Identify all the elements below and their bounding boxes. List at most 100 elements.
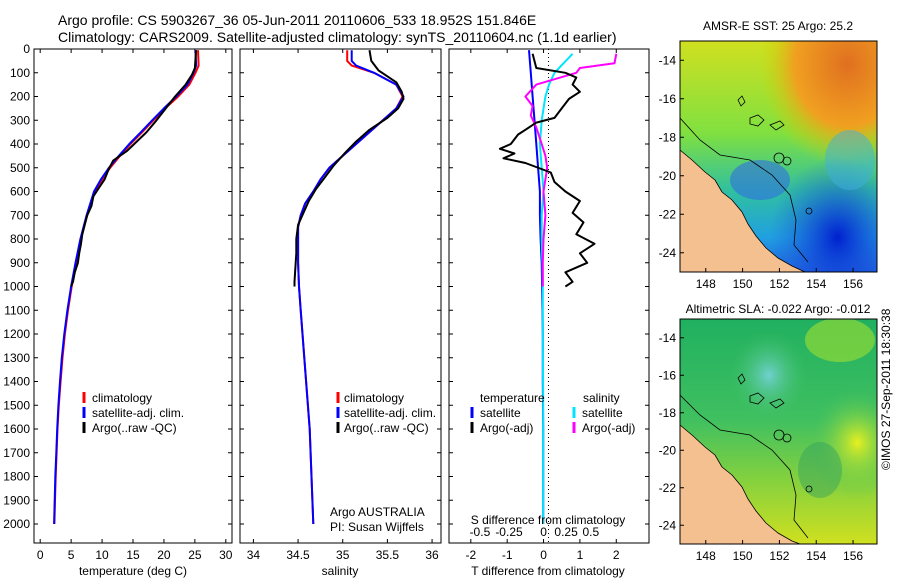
salinity-plot-frame — [239, 48, 442, 544]
map-y-tick-label: -22 — [659, 481, 677, 495]
x-tick-label: 1 — [577, 548, 584, 562]
difference-plot-frame — [448, 48, 650, 544]
sst-map-title: AMSR-E SST: 25 Argo: 25.2 — [703, 19, 853, 33]
map-x-tick-label: 152 — [769, 277, 789, 291]
difference-legend: temperature salinity satellite Argo(-adj… — [470, 391, 635, 527]
temperature-legend: climatology satellite-adj. clim. Argo(..… — [82, 391, 184, 435]
s-tick-label: 0 — [540, 525, 547, 539]
sla-map-frame — [679, 318, 878, 545]
x-tick-label: 34 — [247, 548, 261, 562]
s-tick-label: -0.5 — [470, 525, 491, 539]
map-y-tick-label: -16 — [659, 92, 677, 106]
salinity-legend: climatology satellite-adj. clim. Argo(..… — [330, 391, 436, 534]
series-line-argo — [70, 50, 198, 287]
y-tick-label: 600 — [10, 185, 30, 199]
x-tick-label: 36 — [425, 548, 439, 562]
y-tick-label: 1800 — [3, 470, 30, 484]
map-x-tick-label: 152 — [769, 549, 789, 563]
sst-bathymetry — [680, 117, 809, 263]
y-tick-label: 1200 — [3, 327, 30, 341]
x-tick-label: -2 — [465, 548, 476, 562]
x-tick-label: 35 — [336, 548, 350, 562]
y-tick-label: 800 — [10, 232, 30, 246]
map-y-tick-label: -18 — [659, 130, 677, 144]
copyright-stamp: ©IMOS 27-Sep-2011 18:30:38 — [879, 308, 893, 470]
x-tick-label: 30 — [219, 548, 233, 562]
map-x-tick-label: 148 — [696, 549, 716, 563]
y-tick-label: 400 — [10, 137, 30, 151]
y-tick-label: 900 — [10, 256, 30, 270]
y-tick-label: 200 — [10, 90, 30, 104]
y-tick-label: 1400 — [3, 375, 30, 389]
y-tick-label: 0 — [23, 42, 30, 56]
series-line-s-argo — [524, 53, 618, 287]
map-y-tick-label: -14 — [659, 53, 677, 67]
series-line-satellite — [297, 50, 405, 525]
s-tick-label: 0.5 — [582, 525, 599, 539]
series-line-argo — [293, 50, 405, 287]
legend-temperature-header: temperature — [480, 391, 545, 405]
map-x-tick-label: 148 — [696, 277, 716, 291]
series-line-s-satellite — [538, 53, 574, 524]
y-tick-label: 1900 — [3, 493, 30, 507]
y-tick-label: 300 — [10, 113, 30, 127]
series-line-climatology — [297, 50, 404, 525]
y-tick-label: 100 — [10, 66, 30, 80]
sst-map — [680, 41, 877, 272]
sla-map-title: Altimetric SLA: -0.022 Argo: -0.012 — [686, 302, 871, 316]
temperature-plot-frame — [33, 48, 233, 544]
x-tick-label: 15 — [126, 548, 140, 562]
legend-argo-label: Argo(..raw -QC) — [344, 421, 429, 435]
x-tick-label: 34.5 — [286, 548, 310, 562]
annotation-argo-australia: Argo AUSTRALIA — [330, 505, 425, 519]
series-line-satellite — [53, 50, 198, 525]
legend-satellite-label: satellite-adj. clim. — [92, 406, 184, 420]
legend-t-argo-label: Argo(-adj) — [480, 421, 533, 435]
map-y-tick-label: -14 — [659, 331, 677, 345]
map-x-tick-label: 154 — [806, 549, 826, 563]
map-x-tick-label: 150 — [733, 277, 753, 291]
legend-satellite-label: satellite-adj. clim. — [344, 406, 436, 420]
sst-land — [680, 149, 806, 272]
map-y-tick-label: -18 — [659, 406, 677, 420]
map-y-tick-label: -16 — [659, 368, 677, 382]
profile-title: Argo profile: CS 5903267_36 05-Jun-2011 … — [58, 12, 537, 28]
x-tick-label: 10 — [95, 548, 109, 562]
annotation-pi: PI: Susan Wijffels — [330, 520, 424, 534]
x-tick-label: 0 — [540, 548, 547, 562]
series-line-climatology — [53, 50, 200, 525]
map-y-tick-label: -20 — [659, 169, 677, 183]
x-tick-label: 20 — [157, 548, 171, 562]
difference-xlabel: T difference from climatology — [471, 564, 625, 578]
legend-climatology-label: climatology — [92, 391, 152, 405]
climatology-title: Climatology: CARS2009. Satellite-adjuste… — [58, 29, 617, 45]
legend-argo-label: Argo(..raw -QC) — [92, 421, 177, 435]
legend-t-satellite-label: satellite — [480, 406, 521, 420]
sla-map — [680, 319, 877, 544]
legend-s-satellite-label: satellite — [582, 406, 623, 420]
y-tick-label: 700 — [10, 208, 30, 222]
salinity-xlabel: salinity — [322, 564, 359, 578]
legend-climatology-label: climatology — [344, 391, 404, 405]
y-tick-label: 1700 — [3, 446, 30, 460]
x-tick-label: 5 — [68, 548, 75, 562]
map-y-tick-label: -24 — [659, 246, 677, 260]
y-tick-label: 1300 — [3, 351, 30, 365]
series-line-t-argo — [498, 53, 596, 288]
s-tick-label: -0.25 — [495, 525, 523, 539]
x-tick-label: -1 — [502, 548, 513, 562]
y-tick-label: 1100 — [4, 303, 30, 317]
x-tick-label: 35.5 — [376, 548, 400, 562]
sla-bathymetry — [680, 394, 809, 539]
sst-map-frame — [679, 40, 878, 273]
legend-s-argo-label: Argo(-adj) — [582, 421, 635, 435]
y-tick-label: 1500 — [3, 398, 30, 412]
map-y-tick-label: -20 — [659, 443, 677, 457]
y-tick-label: 2000 — [3, 517, 30, 531]
x-tick-label: 25 — [188, 548, 202, 562]
x-tick-label: 2 — [613, 548, 620, 562]
map-x-tick-label: 154 — [806, 277, 826, 291]
temperature-xlabel: temperature (deg C) — [79, 564, 187, 578]
y-tick-label: 1000 — [3, 280, 30, 294]
s-difference-label: S difference from climatology — [471, 513, 626, 527]
